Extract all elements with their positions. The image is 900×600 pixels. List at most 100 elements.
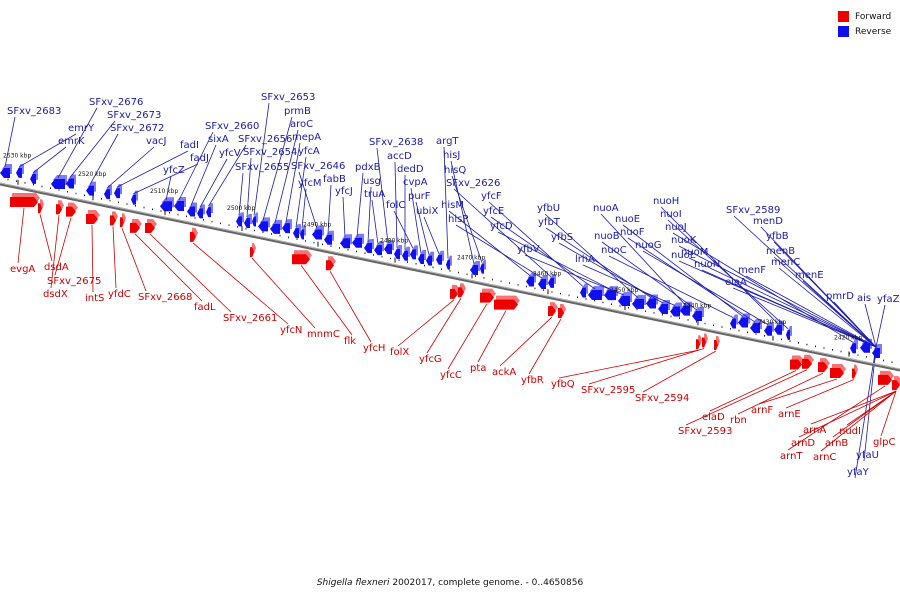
gene-label-evga: evgA — [10, 264, 35, 275]
leader-line — [376, 147, 389, 244]
position-tick-label: 2430 kbp — [758, 319, 786, 326]
gene-label-aroc: aroC — [290, 119, 313, 130]
reverse-gene-arrow — [850, 343, 856, 354]
gene-label-nuoj: nuoJ — [665, 222, 687, 233]
gene-label-fabb: fabB — [323, 174, 346, 185]
reverse-gene-arrow — [446, 259, 450, 270]
leader-line — [149, 233, 232, 313]
leader-line — [253, 102, 270, 216]
reverse-gene-arrow — [658, 304, 668, 315]
reverse-gene-arrow — [104, 189, 110, 200]
leader-line — [600, 213, 686, 305]
leader-line — [709, 370, 797, 412]
gene-label-folc: folC — [386, 200, 405, 211]
leader-line — [178, 131, 214, 201]
gene-label-sfxv-2626: SFxv_2626 — [446, 178, 500, 189]
gene-label-sfxv-2656: SFxv_2656 — [238, 134, 292, 145]
gene-label-mnmc: mnmC — [307, 329, 340, 340]
reverse-gene-arrow — [384, 244, 392, 255]
position-tick-label: 2530 kbp — [3, 153, 31, 160]
genome-backbone — [0, 182, 900, 372]
gene-label-sfxv-2653: SFxv_2653 — [261, 92, 315, 103]
reverse-gene-arrow — [402, 250, 408, 261]
gene-label-mend: menD — [753, 216, 783, 227]
position-tick-label: 2450 kbp — [610, 287, 638, 294]
leader-line — [393, 210, 414, 249]
gene-label-vacj: vacJ — [146, 136, 167, 147]
gene-label-yfcv: yfcV — [219, 148, 241, 159]
legend: Forward Reverse — [838, 9, 891, 39]
leader-line — [121, 228, 147, 292]
gene-label-sfxv-2595: SFxv_2595 — [581, 385, 635, 396]
leader-line — [112, 226, 117, 289]
gene-label-ais: ais — [857, 293, 871, 304]
reverse-gene-arrow — [418, 254, 424, 265]
leader-line — [443, 146, 449, 259]
gene-label-yfcf: yfcF — [481, 191, 502, 202]
leader-line — [133, 163, 199, 194]
forward-gene-arrow — [548, 306, 556, 317]
leader-line — [410, 187, 422, 254]
gene-label-hism: hisM — [441, 200, 464, 211]
gene-label-yfcc: yfcC — [440, 370, 462, 381]
reverse-gene-arrow — [236, 216, 242, 227]
reverse-gene-arrow — [618, 295, 630, 306]
gene-label-sfxv-2676: SFxv_2676 — [89, 97, 143, 108]
forward-gene-arrow — [696, 339, 700, 350]
gene-label-cvpa: cvpA — [403, 177, 428, 188]
gene-label-ints: intS — [85, 293, 104, 304]
figure-caption: Shigella flexneri 2002017, complete geno… — [0, 578, 900, 588]
reverse-gene-arrow — [312, 229, 322, 240]
leader-line — [701, 269, 877, 348]
forward-gene-arrow — [326, 260, 334, 271]
gene-label-yfcd: yfcD — [490, 221, 513, 232]
gene-label-yfbq: yfbQ — [551, 379, 575, 390]
gene-label-arnc: arnC — [813, 452, 836, 463]
leader-line — [394, 161, 398, 249]
caption-rest: 2002017, complete genome. - 0..4650856 — [389, 578, 584, 588]
gene-label-nuog: nuoG — [635, 240, 662, 251]
forward-gene-arrow — [120, 217, 124, 228]
gene-label-yfbs: yfbS — [551, 232, 573, 243]
leader-line — [787, 385, 886, 451]
reverse-gene-arrow — [206, 207, 211, 218]
reverse-gene-arrow — [526, 276, 534, 287]
leader-line — [342, 196, 346, 238]
reverse-gene-arrow — [738, 317, 748, 328]
forward-gene-arrow — [250, 247, 254, 258]
gene-label-hisq: hisQ — [444, 165, 466, 176]
leader-line — [91, 225, 94, 293]
forward-gene-arrow — [38, 203, 42, 214]
leader-line — [356, 172, 364, 237]
gene-label-sfxv-2593: SFxv_2593 — [678, 426, 732, 437]
leader-line — [415, 201, 430, 255]
gene-label-yfce: yfcE — [483, 206, 504, 217]
leader-line — [238, 172, 244, 216]
leader-line — [57, 107, 98, 179]
leader-line — [528, 318, 562, 375]
gene-label-sfxv-2673: SFxv_2673 — [107, 110, 161, 121]
gene-label-nuon: nuoN — [694, 259, 720, 270]
reverse-gene-arrow — [680, 305, 690, 316]
position-tick-label: 2440 kbp — [683, 302, 711, 309]
gene-label-sfxv-2661: SFxv_2661 — [223, 313, 277, 324]
leader-line — [190, 144, 217, 206]
gene-label-accd: accD — [387, 151, 412, 162]
reverse-gene-arrow — [692, 311, 702, 322]
leader-line — [608, 255, 734, 318]
leader-line — [300, 264, 353, 336]
gene-label-sfxv-2675: SFxv_2675 — [47, 276, 101, 287]
gene-label-glpc: glpC — [873, 437, 895, 448]
leader-line — [880, 391, 897, 437]
forward-gene-arrow — [878, 374, 892, 385]
leader-line — [371, 199, 379, 245]
gene-label-dsdx: dsdX — [43, 289, 68, 300]
gene-label-folx: folX — [390, 347, 409, 358]
leader-line — [778, 267, 877, 348]
leader-line — [106, 146, 155, 189]
leader-line — [134, 233, 203, 302]
leader-line — [165, 175, 172, 201]
leader-line — [327, 184, 332, 234]
leader-line — [50, 215, 60, 289]
organism-name: Shigella flexneri — [316, 578, 390, 588]
